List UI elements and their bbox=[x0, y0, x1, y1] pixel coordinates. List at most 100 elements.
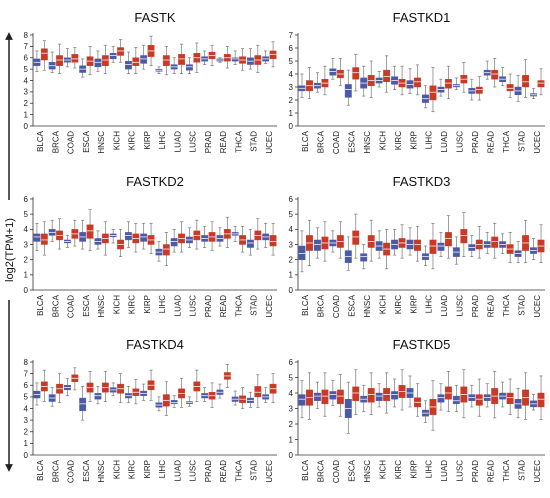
box-normal-read bbox=[483, 60, 491, 80]
x-tick-label: READ bbox=[486, 131, 495, 153]
iqr-box bbox=[117, 47, 124, 56]
iqr-box bbox=[56, 55, 63, 66]
box-normal-hnsc bbox=[94, 230, 102, 250]
x-tick-label: READ bbox=[486, 460, 495, 482]
box-tumor-kirp bbox=[414, 383, 421, 417]
box-tumor-brca bbox=[321, 372, 329, 417]
box-tumor-ucec bbox=[269, 373, 277, 404]
iqr-box bbox=[321, 389, 329, 405]
x-tick-label: KIRC bbox=[394, 295, 403, 314]
box-normal-coad bbox=[64, 48, 71, 68]
box-tumor-ucec bbox=[537, 375, 545, 420]
iqr-box bbox=[367, 388, 375, 403]
x-tick-label: LUAD bbox=[440, 295, 449, 317]
x-tick-label: KIRC bbox=[394, 131, 403, 150]
y-tick-label: 0 bbox=[24, 122, 29, 131]
x-tick-label: BRCA bbox=[317, 294, 326, 317]
iqr-box bbox=[352, 386, 360, 401]
box-tumor-ucec bbox=[537, 68, 545, 96]
box-normal-thca bbox=[499, 233, 507, 254]
x-tick-label: KIRP bbox=[143, 460, 152, 479]
box-tumor-lihc bbox=[162, 46, 170, 76]
y-tick-label: 6 bbox=[289, 195, 294, 204]
x-tick-label: COAD bbox=[67, 131, 76, 154]
box-tumor-coad bbox=[71, 219, 79, 247]
x-tick-label: HNSC bbox=[97, 131, 106, 154]
box-tumor-read bbox=[223, 216, 231, 248]
y-tick-label: 5 bbox=[289, 373, 294, 382]
box-normal-read bbox=[216, 227, 224, 247]
y-tick-label: 1 bbox=[289, 109, 294, 118]
x-tick-label: STAD bbox=[517, 460, 526, 481]
box-normal-luad bbox=[437, 383, 445, 411]
box-normal-ucec bbox=[530, 238, 537, 261]
y-tick-label: 2 bbox=[289, 420, 294, 429]
box-normal-blca bbox=[298, 380, 306, 419]
box-tumor-blca bbox=[306, 372, 313, 420]
x-tick-label: BRCA bbox=[51, 294, 60, 317]
iqr-box bbox=[186, 64, 193, 71]
x-tick-label: COAD bbox=[67, 295, 76, 318]
x-tick-label: HNSC bbox=[363, 295, 372, 318]
box-tumor-lihc bbox=[162, 381, 170, 416]
box-normal-thca bbox=[499, 67, 507, 87]
x-tick-label: KIRP bbox=[143, 131, 152, 150]
box-tumor-kirp bbox=[147, 222, 155, 254]
box-tumor-kirc bbox=[398, 224, 406, 259]
box-tumor-prad bbox=[475, 225, 483, 259]
iqr-box bbox=[79, 397, 87, 412]
panel-title: FASTKD2 bbox=[126, 174, 184, 189]
box-tumor-stad bbox=[522, 372, 530, 420]
iqr-box bbox=[329, 68, 337, 76]
box-tumor-luad bbox=[178, 43, 185, 75]
box-tumor-read bbox=[491, 58, 499, 88]
box-normal-kich bbox=[109, 46, 117, 63]
iqr-box bbox=[360, 253, 368, 262]
iqr-box bbox=[298, 394, 306, 406]
box-normal-esca bbox=[79, 219, 87, 250]
box-tumor-read bbox=[223, 363, 231, 388]
box-normal-stad bbox=[247, 228, 254, 256]
box-tumor-blca bbox=[40, 369, 48, 402]
y-tick-label: 2 bbox=[24, 99, 29, 108]
x-tick-label: LUSC bbox=[189, 131, 198, 153]
box-tumor-thca bbox=[506, 73, 514, 98]
x-tick-label: UCEC bbox=[533, 131, 542, 154]
box-normal-thca bbox=[499, 381, 507, 408]
box-normal-coad bbox=[64, 235, 71, 248]
iqr-box bbox=[506, 84, 514, 92]
box-tumor-kirc bbox=[132, 222, 140, 253]
box-tumor-hnsc bbox=[367, 219, 375, 262]
box-tumor-luad bbox=[444, 370, 452, 412]
y-tick-label: 4 bbox=[289, 225, 294, 234]
panel-fastkd5: FASTKD5 0 1 2 3 4 5 6 BLCA BRCA COAD ESCA HNSC KICH KI… bbox=[289, 337, 545, 483]
x-tick-label: KIRP bbox=[143, 295, 152, 314]
box-tumor-hnsc bbox=[101, 44, 109, 75]
x-tick-label: PRAD bbox=[204, 460, 213, 482]
box-tumor-blca bbox=[306, 67, 313, 100]
box-normal-coad bbox=[329, 58, 337, 80]
box-tumor-kirp bbox=[147, 35, 155, 67]
y-tick-label: 2 bbox=[24, 255, 29, 264]
box-tumor-lihc bbox=[429, 222, 437, 270]
box-tumor-thca bbox=[506, 378, 514, 416]
iqr-box bbox=[383, 69, 391, 82]
x-tick-label: BLCA bbox=[301, 130, 310, 152]
box-tumor-coad bbox=[336, 374, 344, 417]
x-tick-label: PRAD bbox=[471, 460, 480, 482]
y-tick-label: 3 bbox=[289, 404, 294, 413]
box-normal-blca bbox=[298, 73, 306, 98]
iqr-box bbox=[101, 55, 109, 66]
iqr-box bbox=[414, 239, 421, 251]
iqr-box bbox=[162, 55, 170, 66]
x-tick-label: LUAD bbox=[173, 460, 182, 482]
box-tumor-prad bbox=[208, 382, 216, 408]
box-tumor-lihc bbox=[429, 67, 437, 113]
x-tick-label: LUSC bbox=[189, 460, 198, 482]
iqr-box bbox=[125, 60, 132, 70]
iqr-box bbox=[475, 394, 483, 406]
box-tumor-thca bbox=[239, 225, 246, 253]
box-tumor-kich bbox=[383, 372, 391, 414]
box-normal-coad bbox=[64, 377, 71, 397]
x-tick-label: THCA bbox=[234, 459, 243, 481]
